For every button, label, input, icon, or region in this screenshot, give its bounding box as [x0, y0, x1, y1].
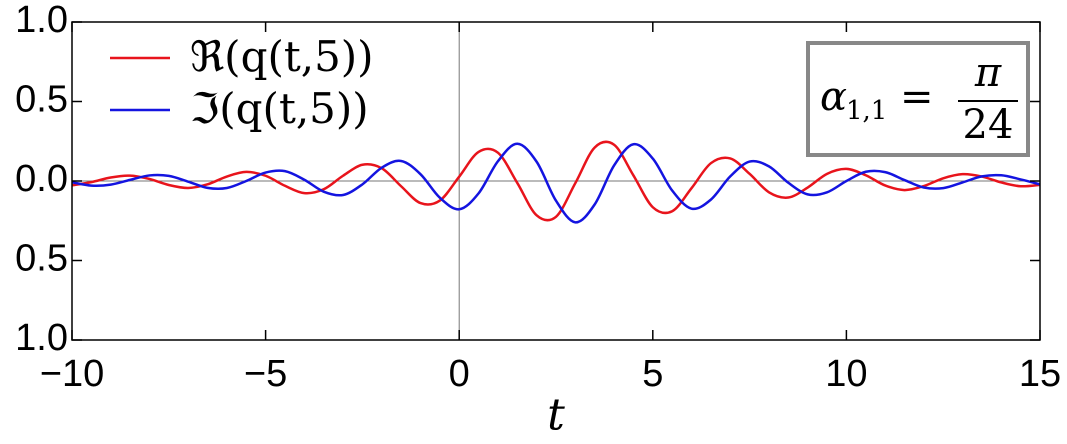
y-tick-label: 0.5: [15, 79, 68, 121]
annotation-box: [806, 41, 1030, 157]
y-tick-label: 1.0: [15, 317, 68, 359]
annotation-denominator: 24: [963, 102, 1014, 148]
legend: ℜ(q(t,5))ℑ(q(t,5)): [110, 32, 374, 133]
y-tick-label: 0.0: [15, 158, 68, 200]
y-tick-label: 0.5: [15, 238, 68, 280]
series-line: [71, 140, 1041, 222]
annotation-numerator: π: [974, 50, 1002, 96]
legend-label: ℜ(q(t,5)): [190, 32, 374, 81]
x-tick-label: −5: [244, 353, 287, 395]
y-tick-label: 1.0: [15, 0, 68, 41]
annotation-symbol: α: [820, 74, 847, 120]
series-line: [71, 142, 1041, 224]
x-tick-label: 5: [642, 353, 663, 395]
annotation-subscript: 1,1: [846, 96, 887, 126]
annotation: α 1,1 = π 24: [806, 41, 1030, 157]
x-axis-label: t: [547, 390, 565, 441]
x-tick-label: 15: [1019, 353, 1061, 395]
plot: 1.00.50.00.51.0−10 −5 0 5 10 15: [15, 0, 1061, 395]
x-tick-label: −10: [40, 353, 104, 395]
x-tick-label: 0: [449, 353, 470, 395]
legend-label: ℑ(q(t,5)): [190, 84, 369, 133]
annotation-equals: =: [900, 74, 934, 120]
x-tick-label: 10: [825, 353, 867, 395]
